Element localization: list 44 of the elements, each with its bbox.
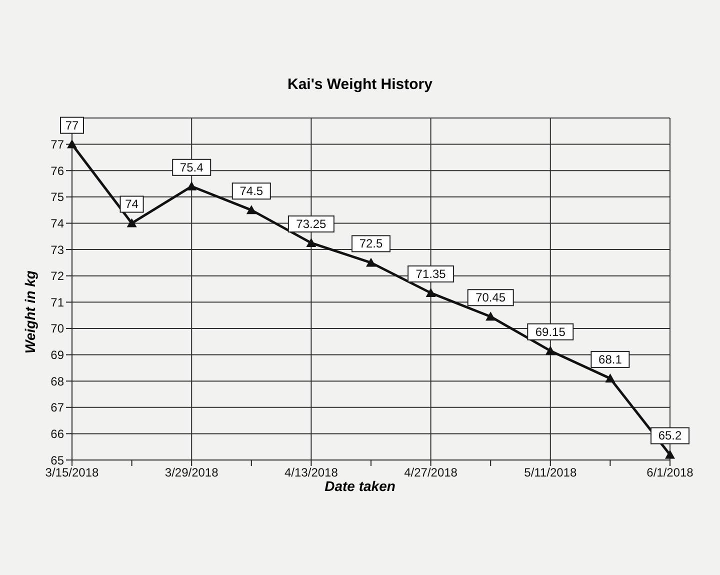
x-tick-label: 3/29/2018 [164,466,219,480]
data-label: 70.45 [476,290,506,305]
y-tick-label: 77 [50,138,64,152]
point [126,218,137,228]
chart-title: Kai's Weight History [286,76,434,93]
point [306,238,316,247]
y-tick-label: 65 [50,453,64,468]
y-tick-label: 66 [50,426,64,441]
data-label: 69.15 [535,324,566,339]
x-tick-label: 5/11/2018 [524,466,577,480]
data-label: 71.35 [416,266,446,281]
y-tick-label: 72 [50,269,64,284]
y-tick-label: 69 [50,348,64,362]
y-tick-label: 70 [50,322,64,336]
x-tick-label: 6/1/2018 [646,466,694,480]
point [426,288,436,297]
y-tick-label: 67 [50,400,64,415]
data-label: 65.2 [658,428,682,443]
data-label: 77 [65,118,79,132]
point [67,139,77,148]
point [665,450,675,459]
data-label: 73.25 [296,216,327,231]
point [605,373,616,382]
data-label: 72.5 [359,236,383,251]
x-tick-label: 3/15/2018 [45,466,100,480]
y-axis-title: Weight in kg [22,270,38,354]
y-tick-label: 68 [50,374,64,388]
data-label: 74.5 [240,184,264,198]
point [366,258,376,267]
y-tick-label: 75 [50,190,64,204]
point [246,205,256,214]
data-label: 68.1 [598,352,622,366]
point [186,181,197,190]
y-tick-label: 71 [50,295,64,310]
y-tick-label: 74 [50,216,64,230]
data-label: 74 [125,197,139,212]
data-label: 75.4 [180,160,204,174]
x-tick-label: 4/27/2018 [404,466,458,480]
y-tick-label: 76 [50,164,64,178]
x-tick-label: 4/13/2018 [284,466,338,480]
point [545,346,556,355]
y-tick-label: 73 [50,242,64,257]
x-axis-title: Date taken [324,478,396,494]
point [486,312,496,321]
